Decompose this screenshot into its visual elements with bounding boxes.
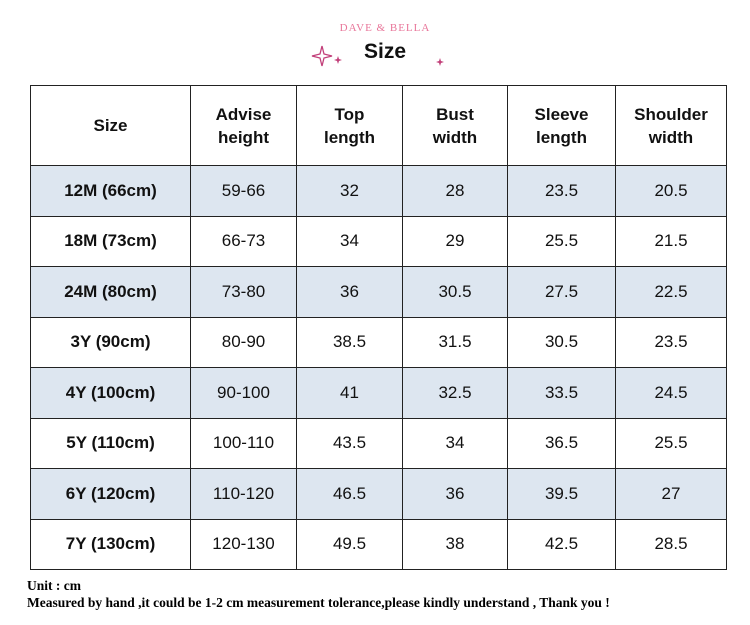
measure-cell: 25.5: [507, 215, 616, 267]
table-row: 24M (80cm) 73-80 36 30.5 27.5 22.5: [30, 266, 727, 318]
measure-cell: 38: [402, 518, 508, 570]
measure-cell: 34: [296, 215, 403, 267]
size-cell: 6Y (120cm): [30, 468, 191, 520]
size-cell: 12M (66cm): [30, 165, 191, 217]
column-header: Shoulder width: [615, 85, 727, 166]
measure-cell: 24.5: [615, 367, 727, 419]
measure-cell: 27: [615, 468, 727, 520]
column-header-text: Shoulder width: [634, 104, 708, 147]
measure-cell: 33.5: [507, 367, 616, 419]
measure-note: Measured by hand ,it could be 1-2 cm mea…: [27, 595, 610, 610]
size-cell: 24M (80cm): [30, 266, 191, 318]
measure-cell: 29: [402, 215, 508, 267]
measure-cell: 23.5: [507, 165, 616, 217]
measure-cell: 32.5: [402, 367, 508, 419]
column-header: Bust width: [402, 85, 508, 166]
measure-cell: 31.5: [402, 316, 508, 368]
measure-cell: 21.5: [615, 215, 727, 267]
column-header-text: Sleeve length: [534, 104, 589, 147]
column-header-text: Top length: [324, 104, 375, 147]
size-cell: 7Y (130cm): [30, 518, 191, 570]
measure-cell: 25.5: [615, 417, 727, 469]
measure-cell: 32: [296, 165, 403, 217]
measure-cell: 28.5: [615, 518, 727, 570]
measure-cell: 28: [402, 165, 508, 217]
sparkles: [311, 45, 444, 67]
measure-cell: 20.5: [615, 165, 727, 217]
column-header: Top length: [296, 85, 403, 166]
measure-cell: 27.5: [507, 266, 616, 318]
table-row: 12M (66cm) 59-66 32 28 23.5 20.5: [30, 165, 727, 217]
size-cell: 3Y (90cm): [30, 316, 191, 368]
table-row: 6Y (120cm) 110-120 46.5 36 39.5 27: [30, 468, 727, 520]
measure-cell: 46.5: [296, 468, 403, 520]
header-row: Size Advise height Top length Bust width Sle…: [30, 85, 727, 166]
table-row: 7Y (130cm) 120-130 49.5 38 42.5 28.5: [30, 518, 727, 570]
measure-cell: 110-120: [190, 468, 297, 520]
measure-cell: 41: [296, 367, 403, 419]
column-header-text: Advise height: [215, 104, 272, 147]
brand: DAVE & BELLA: [339, 22, 431, 34]
measure-cell: 36: [402, 468, 508, 520]
measure-cell: 42.5: [507, 518, 616, 570]
title: Size: [363, 40, 407, 63]
unit-note: Unit : cm: [27, 578, 81, 593]
measure-cell: 43.5: [296, 417, 403, 469]
measure-cell: 59-66: [190, 165, 297, 217]
measure-cell: 90-100: [190, 367, 297, 419]
size-cell: 4Y (100cm): [30, 367, 191, 419]
table-row: 18M (73cm) 66-73 34 29 25.5 21.5: [30, 215, 727, 267]
measure-cell: 120-130: [190, 518, 297, 570]
size-cell: 18M (73cm): [30, 215, 191, 267]
column-header-text: Bust width: [432, 104, 478, 147]
measure-cell: 73-80: [190, 266, 297, 318]
measure-cell: 23.5: [615, 316, 727, 368]
measure-cell: 80-90: [190, 316, 297, 368]
size-table: Size Advise height Top length Bust width Sle…: [30, 85, 727, 570]
measure-cell: 22.5: [615, 266, 727, 318]
column-header-text: Size: [93, 116, 128, 135]
column-header: Advise height: [190, 85, 297, 166]
measure-cell: 39.5: [507, 468, 616, 520]
measure-cell: 66-73: [190, 215, 297, 267]
column-header: Size: [30, 85, 191, 166]
measure-cell: 30.5: [402, 266, 508, 318]
measure-cell: 100-110: [190, 417, 297, 469]
measure-cell: 49.5: [296, 518, 403, 570]
measure-cell: 36: [296, 266, 403, 318]
table-row: 4Y (100cm) 90-100 41 32.5 33.5 24.5: [30, 367, 727, 419]
measure-cell: 38.5: [296, 316, 403, 368]
table-row: 3Y (90cm) 80-90 38.5 31.5 30.5 23.5: [30, 316, 727, 368]
measure-cell: 34: [402, 417, 508, 469]
size-cell: 5Y (110cm): [30, 417, 191, 469]
table-row: 5Y (110cm) 100-110 43.5 34 36.5 25.5: [30, 417, 727, 469]
measure-cell: 30.5: [507, 316, 616, 368]
measure-cell: 36.5: [507, 417, 616, 469]
column-header: Sleeve length: [507, 85, 616, 166]
